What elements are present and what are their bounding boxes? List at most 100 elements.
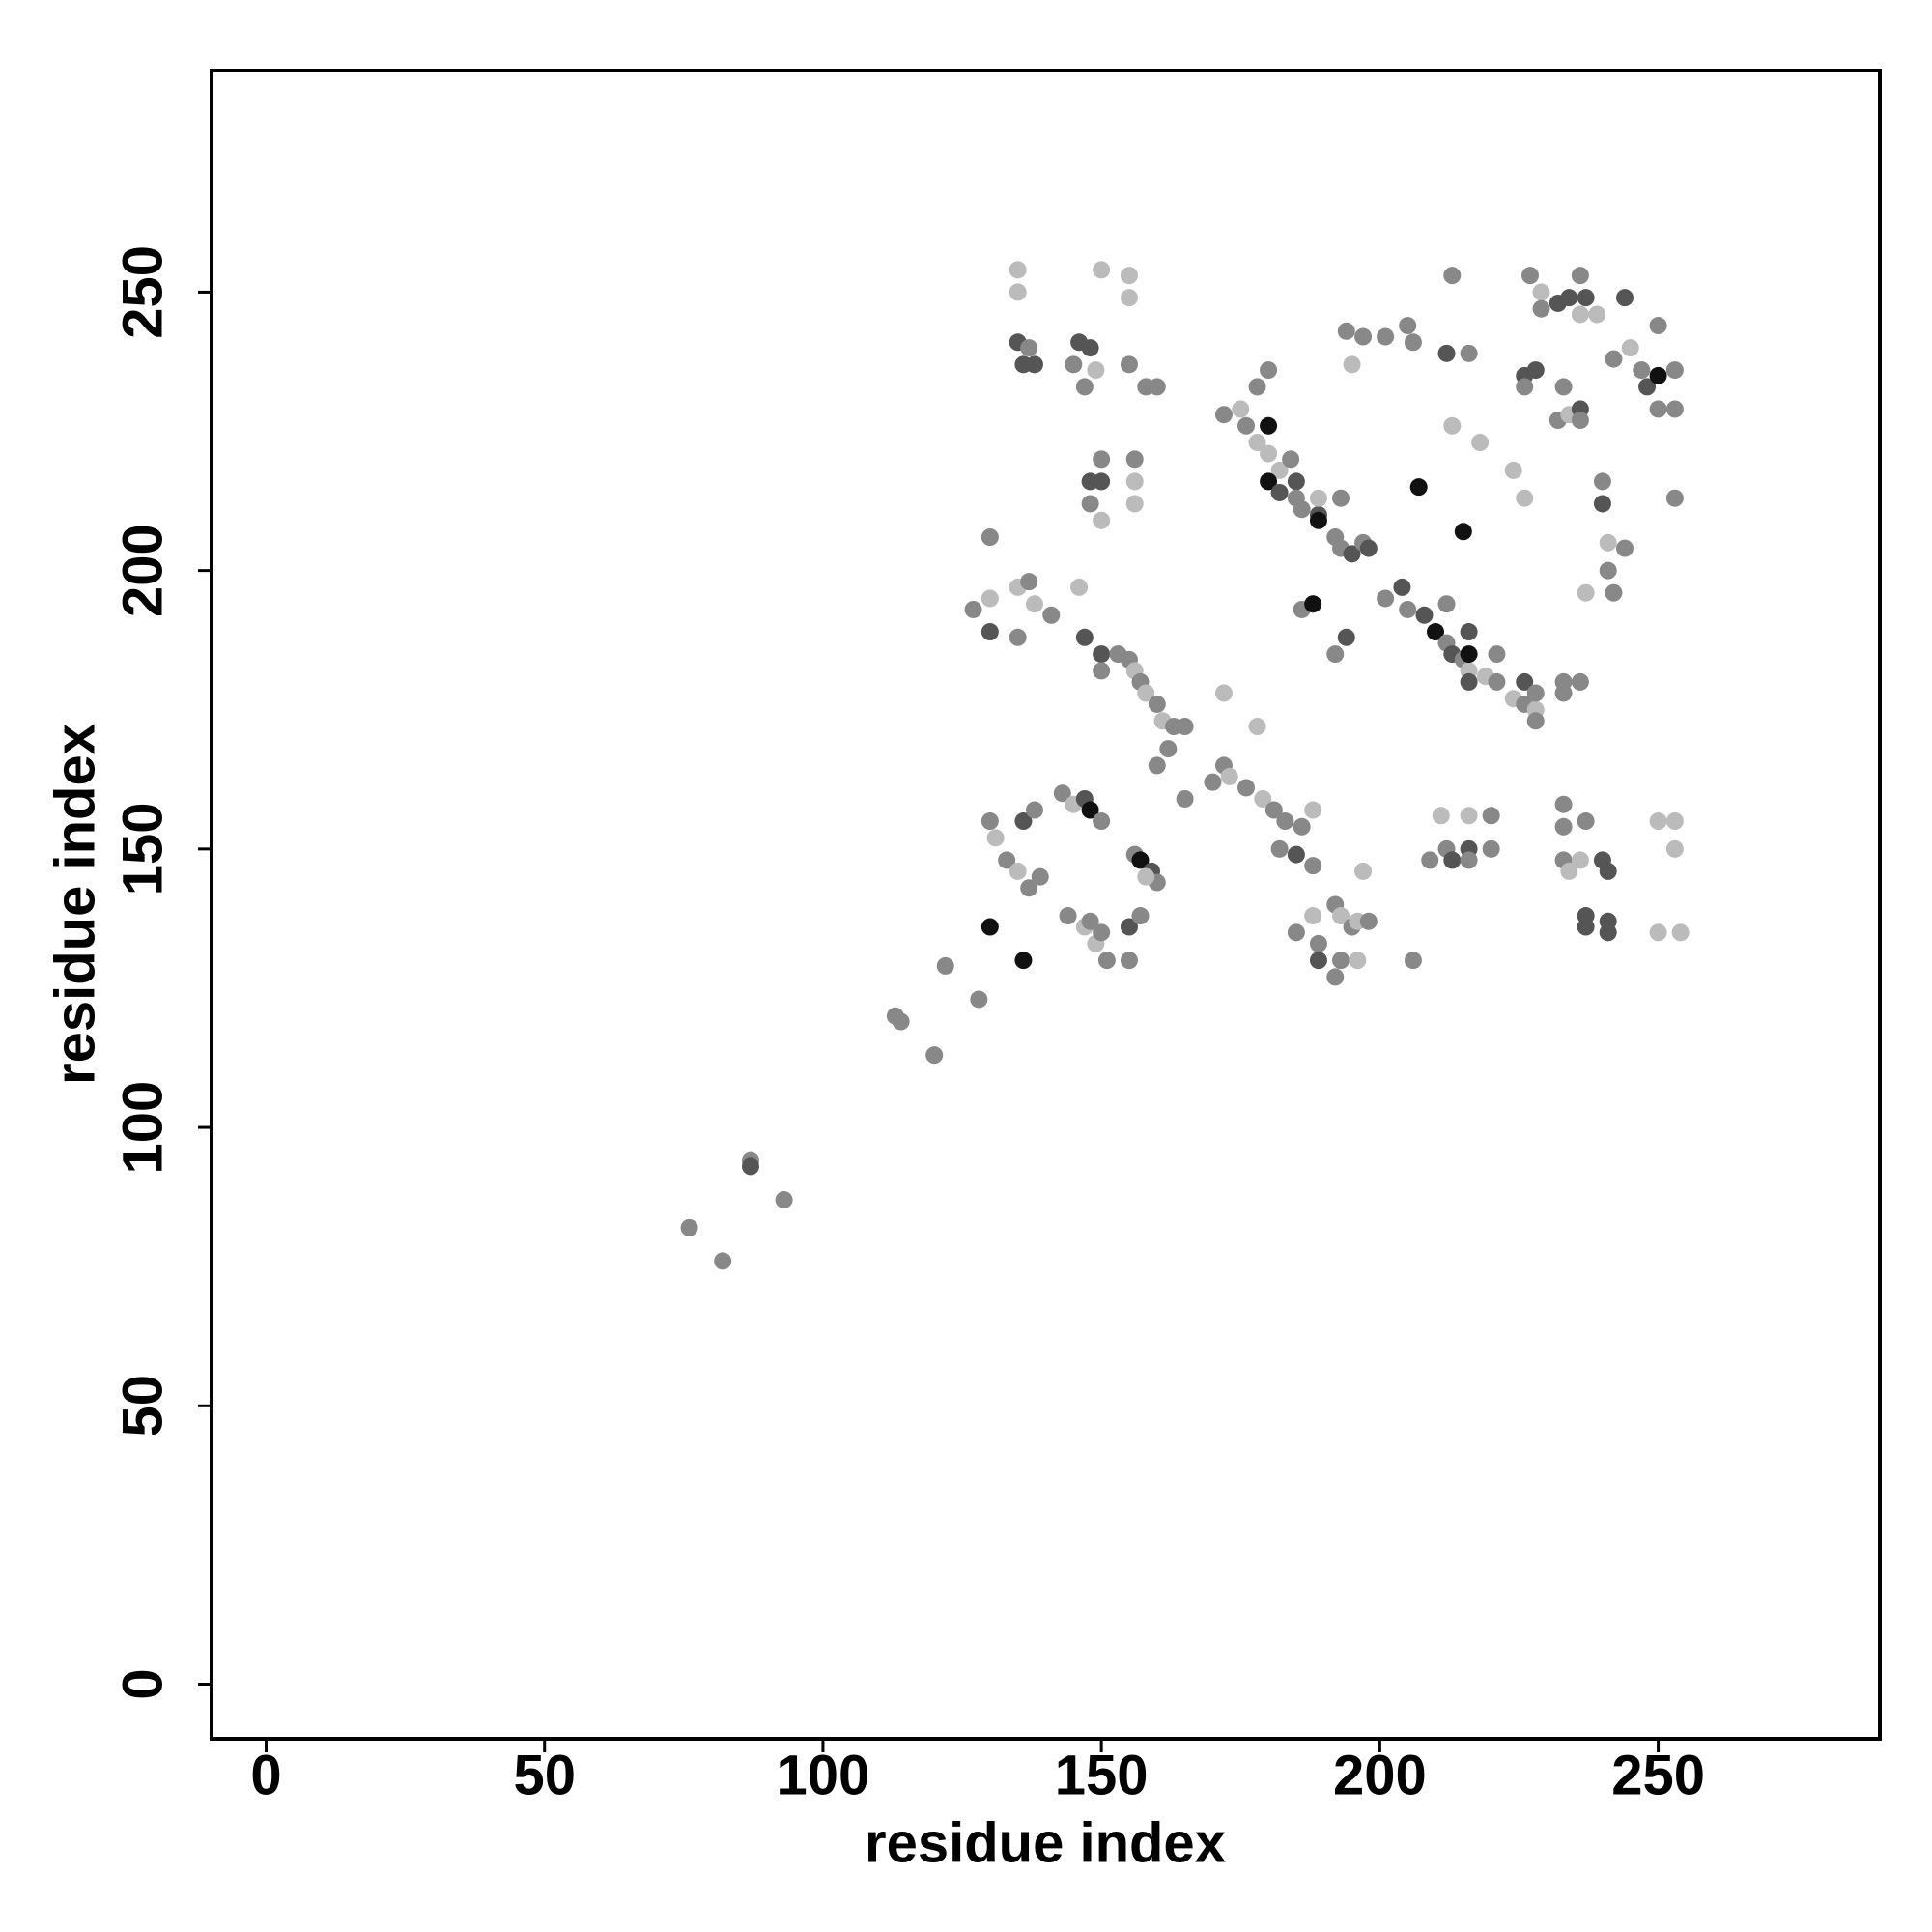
point (1237, 416, 1256, 435)
point (1159, 740, 1178, 758)
point (1571, 851, 1589, 869)
x-axis-title: residue index (865, 1811, 1226, 1874)
point (1337, 628, 1355, 646)
point (1120, 355, 1138, 374)
point (1605, 350, 1623, 368)
point (1638, 378, 1657, 396)
point (1526, 684, 1545, 702)
point (1482, 839, 1500, 858)
point (892, 1012, 910, 1031)
point (1415, 606, 1434, 624)
point (1354, 862, 1373, 880)
point (1125, 472, 1144, 491)
point (1070, 578, 1089, 596)
point (1304, 595, 1322, 613)
point (980, 623, 999, 641)
point (1599, 923, 1617, 942)
point (1665, 400, 1684, 418)
x-tick-label: 50 (513, 1744, 576, 1806)
point (1460, 672, 1478, 691)
point (1120, 918, 1138, 936)
point (1260, 444, 1278, 463)
point (1287, 923, 1305, 942)
point (1571, 305, 1589, 324)
point (1282, 450, 1300, 469)
y-axis-title: residue index (43, 724, 106, 1085)
point (1214, 684, 1233, 702)
y-tick-label: 150 (111, 802, 174, 895)
point (1254, 789, 1272, 808)
point (1081, 339, 1099, 357)
point (1332, 489, 1350, 507)
point (1399, 317, 1417, 335)
point (1577, 289, 1595, 307)
point (1304, 801, 1322, 819)
point (1460, 623, 1478, 641)
point (1421, 851, 1439, 869)
point (1093, 450, 1111, 469)
point (980, 589, 999, 608)
point (1554, 817, 1573, 836)
point (1649, 400, 1667, 418)
point (1649, 317, 1667, 335)
point (1131, 907, 1150, 925)
point (1093, 472, 1111, 491)
point (1031, 867, 1049, 886)
point (1571, 672, 1589, 691)
point (1526, 361, 1545, 380)
point (1404, 952, 1422, 970)
point (1232, 400, 1250, 418)
point (1270, 461, 1289, 479)
point (1649, 923, 1667, 942)
y-tick-label: 100 (111, 1081, 174, 1175)
point (1025, 801, 1043, 819)
point (1081, 801, 1099, 819)
point (1488, 645, 1506, 664)
point (1276, 812, 1294, 831)
point (1020, 879, 1038, 897)
point (1309, 511, 1327, 529)
point (1460, 344, 1478, 362)
point (1125, 495, 1144, 513)
point (1359, 539, 1378, 557)
point (1287, 472, 1305, 491)
point (1120, 952, 1138, 970)
point (1014, 812, 1033, 831)
point (1260, 472, 1278, 491)
point (1220, 767, 1238, 785)
point (1304, 907, 1322, 925)
point (1349, 952, 1367, 970)
point (1270, 483, 1289, 501)
point (1042, 606, 1061, 624)
point (1176, 789, 1194, 808)
point (1577, 812, 1595, 831)
point (1377, 327, 1395, 346)
y-tick-label: 50 (111, 1375, 174, 1437)
point (1560, 862, 1578, 880)
point (1148, 695, 1166, 713)
x-tick-label: 150 (1055, 1744, 1149, 1806)
point (1014, 355, 1033, 374)
point (1471, 434, 1490, 452)
point (1532, 299, 1550, 318)
point (1343, 355, 1361, 374)
point (1599, 533, 1617, 552)
point (1009, 862, 1027, 880)
x-tick-label: 200 (1333, 1744, 1427, 1806)
y-tick-label: 200 (111, 524, 174, 617)
point (1593, 495, 1611, 513)
point (1093, 261, 1111, 279)
point (1599, 862, 1617, 880)
point (1093, 923, 1111, 942)
point (1304, 857, 1322, 875)
point (1615, 539, 1634, 557)
point (1399, 600, 1417, 618)
point (1665, 839, 1684, 858)
point (1520, 267, 1539, 285)
point (1526, 712, 1545, 730)
point (1260, 361, 1278, 380)
point (1671, 923, 1690, 942)
point (936, 956, 954, 975)
point (1309, 934, 1327, 952)
